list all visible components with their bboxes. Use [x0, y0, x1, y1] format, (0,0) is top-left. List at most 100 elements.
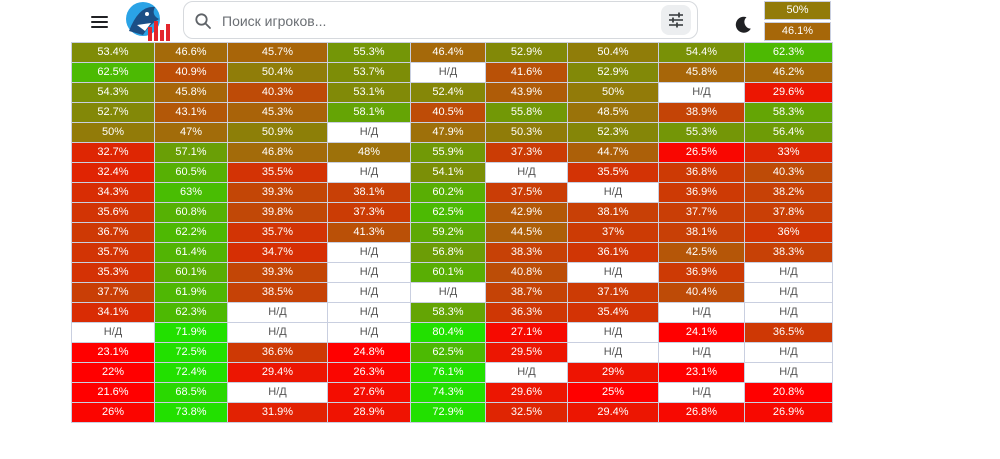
table-cell[interactable]: 43.1%: [154, 102, 228, 123]
table-cell[interactable]: 55.3%: [658, 122, 745, 143]
table-cell[interactable]: Н/Д: [327, 122, 411, 143]
table-cell[interactable]: 46.6%: [154, 42, 228, 63]
tune-icon[interactable]: [661, 5, 691, 35]
table-cell[interactable]: 24.1%: [658, 322, 745, 343]
table-cell[interactable]: 33%: [744, 142, 833, 163]
table-cell[interactable]: Н/Д: [410, 62, 486, 83]
table-cell[interactable]: Н/Д: [71, 322, 155, 343]
table-cell[interactable]: 36.8%: [658, 162, 745, 183]
table-cell[interactable]: 23.1%: [658, 362, 745, 383]
table-cell[interactable]: 68.5%: [154, 382, 228, 403]
table-cell[interactable]: 45.8%: [154, 82, 228, 103]
table-cell[interactable]: 38.1%: [567, 202, 659, 223]
table-cell[interactable]: 55.3%: [327, 42, 411, 63]
table-cell[interactable]: 35.7%: [227, 222, 328, 243]
table-cell[interactable]: 50%: [567, 82, 659, 103]
table-cell[interactable]: 32.7%: [71, 142, 155, 163]
table-cell[interactable]: 50.9%: [227, 122, 328, 143]
table-cell[interactable]: 46.4%: [410, 42, 486, 63]
table-cell[interactable]: 60.1%: [410, 262, 486, 283]
table-cell[interactable]: 50%: [71, 122, 155, 143]
table-cell[interactable]: 36.7%: [71, 222, 155, 243]
table-cell[interactable]: Н/Д: [567, 342, 659, 363]
table-cell[interactable]: 72.5%: [154, 342, 228, 363]
table-cell[interactable]: 55.8%: [485, 102, 568, 123]
table-cell[interactable]: 56.4%: [744, 122, 833, 143]
table-cell[interactable]: 45.8%: [658, 62, 745, 83]
shark-logo-icon[interactable]: [121, 1, 171, 41]
table-cell[interactable]: Н/Д: [658, 82, 745, 103]
table-cell[interactable]: 36.9%: [658, 182, 745, 203]
table-cell[interactable]: 38.9%: [658, 102, 745, 123]
table-cell[interactable]: 47%: [154, 122, 228, 143]
table-cell[interactable]: 43.9%: [485, 82, 568, 103]
table-cell[interactable]: 60.1%: [154, 262, 228, 283]
table-cell[interactable]: 63%: [154, 182, 228, 203]
table-cell[interactable]: 56.8%: [410, 242, 486, 263]
table-cell[interactable]: Н/Д: [744, 262, 833, 283]
table-cell[interactable]: 52.9%: [567, 62, 659, 83]
table-cell[interactable]: Н/Д: [567, 182, 659, 203]
table-cell[interactable]: 34.3%: [71, 182, 155, 203]
table-cell[interactable]: 38.5%: [227, 282, 328, 303]
table-cell[interactable]: 32.4%: [71, 162, 155, 183]
table-cell[interactable]: Н/Д: [327, 302, 411, 323]
table-cell[interactable]: 60.5%: [154, 162, 228, 183]
table-cell[interactable]: 76.1%: [410, 362, 486, 383]
table-cell[interactable]: 54.1%: [410, 162, 486, 183]
table-cell[interactable]: 37.5%: [485, 182, 568, 203]
table-cell[interactable]: 27.6%: [327, 382, 411, 403]
table-cell[interactable]: Н/Д: [658, 302, 745, 323]
table-cell[interactable]: 29.6%: [485, 382, 568, 403]
table-cell[interactable]: 29.4%: [227, 362, 328, 383]
table-cell[interactable]: 48%: [327, 142, 411, 163]
table-cell[interactable]: 50.3%: [485, 122, 568, 143]
table-cell[interactable]: 37.3%: [327, 202, 411, 223]
table-cell[interactable]: 48.5%: [567, 102, 659, 123]
table-cell[interactable]: Н/Д: [227, 382, 328, 403]
table-cell[interactable]: 40.5%: [410, 102, 486, 123]
table-cell[interactable]: 38.7%: [485, 282, 568, 303]
table-cell[interactable]: 38.2%: [744, 182, 833, 203]
table-cell[interactable]: 58.3%: [744, 102, 833, 123]
table-cell[interactable]: 36.1%: [567, 242, 659, 263]
table-cell[interactable]: 52.3%: [567, 122, 659, 143]
table-cell[interactable]: 72.9%: [410, 402, 486, 423]
table-cell[interactable]: 53.1%: [327, 82, 411, 103]
table-cell[interactable]: 62.3%: [154, 302, 228, 323]
menu-icon[interactable]: [88, 12, 112, 32]
table-cell[interactable]: 57.1%: [154, 142, 228, 163]
table-cell[interactable]: 59.2%: [410, 222, 486, 243]
table-cell[interactable]: 42.9%: [485, 202, 568, 223]
table-cell[interactable]: 38.3%: [485, 242, 568, 263]
table-cell[interactable]: 41.3%: [327, 222, 411, 243]
table-cell[interactable]: 58.3%: [410, 302, 486, 323]
table-cell[interactable]: 32.5%: [485, 402, 568, 423]
table-cell[interactable]: 62.5%: [71, 62, 155, 83]
table-cell[interactable]: 44.7%: [567, 142, 659, 163]
table-cell[interactable]: Н/Д: [658, 382, 745, 403]
table-cell[interactable]: 27.1%: [485, 322, 568, 343]
table-cell[interactable]: 37%: [567, 222, 659, 243]
table-cell[interactable]: Н/Д: [485, 162, 568, 183]
table-cell[interactable]: Н/Д: [327, 262, 411, 283]
table-cell[interactable]: 37.7%: [71, 282, 155, 303]
table-cell[interactable]: 36%: [744, 222, 833, 243]
table-cell[interactable]: 31.9%: [227, 402, 328, 423]
table-cell[interactable]: 60.2%: [410, 182, 486, 203]
table-cell[interactable]: 52.7%: [71, 102, 155, 123]
table-cell[interactable]: 61.4%: [154, 242, 228, 263]
table-cell[interactable]: 25%: [567, 382, 659, 403]
table-cell[interactable]: 45.3%: [227, 102, 328, 123]
table-cell[interactable]: 46.2%: [744, 62, 833, 83]
table-cell[interactable]: 26.8%: [658, 402, 745, 423]
table-cell[interactable]: 62.3%: [744, 42, 833, 63]
table-cell[interactable]: 28.9%: [327, 402, 411, 423]
table-cell[interactable]: 71.9%: [154, 322, 228, 343]
table-cell[interactable]: Н/Д: [227, 302, 328, 323]
table-cell[interactable]: 24.8%: [327, 342, 411, 363]
table-cell[interactable]: 36.6%: [227, 342, 328, 363]
table-cell[interactable]: 40.8%: [485, 262, 568, 283]
table-cell[interactable]: 26.3%: [327, 362, 411, 383]
table-cell[interactable]: 80.4%: [410, 322, 486, 343]
